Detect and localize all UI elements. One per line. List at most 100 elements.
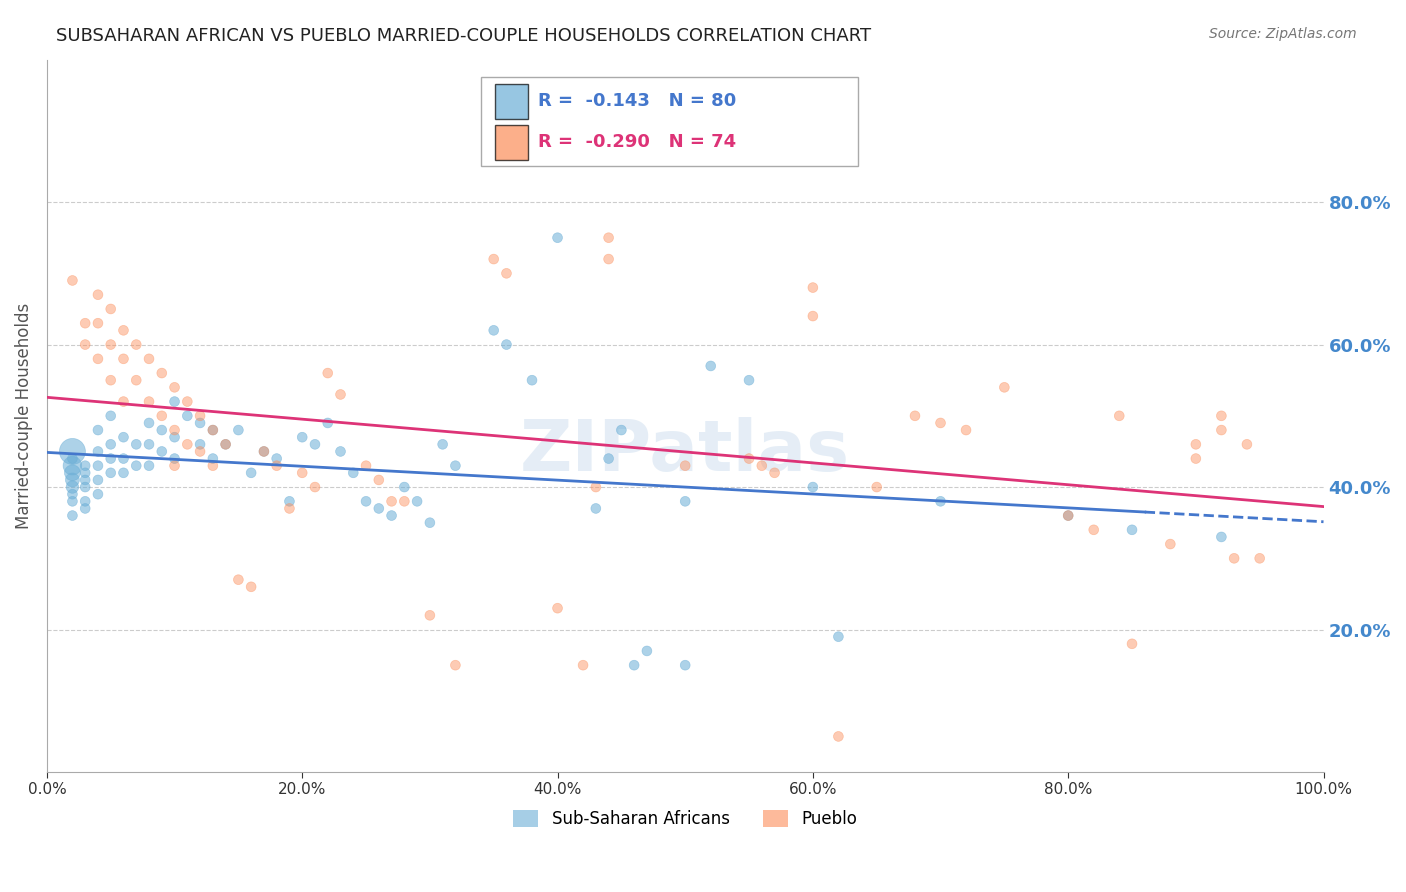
Point [316,366,339,380]
Point [394,494,416,508]
Point [87,316,110,330]
Point [188,409,211,423]
Point [1211,423,1233,437]
Point [1108,409,1130,423]
Point [636,644,658,658]
Point [610,423,633,437]
Point [100,466,122,480]
Point [304,437,326,451]
Point [1083,523,1105,537]
Point [1159,537,1181,551]
Point [673,458,696,473]
Point [585,480,607,494]
Point [738,451,761,466]
Point [163,458,186,473]
Point [75,466,97,480]
Point [929,494,952,508]
Point [572,658,595,673]
Point [955,423,977,437]
Point [240,466,263,480]
Point [201,458,224,473]
Point [304,480,326,494]
Point [1185,437,1208,451]
Point [62,458,84,473]
Point [150,444,173,458]
Point [138,394,160,409]
Point [163,394,186,409]
Point [163,423,186,437]
Point [598,230,620,244]
Point [278,494,301,508]
Point [62,473,84,487]
Point [432,437,454,451]
Legend: Sub-Saharan Africans, Pueblo: Sub-Saharan Africans, Pueblo [506,804,863,835]
Point [176,394,198,409]
Point [62,466,84,480]
Point [62,494,84,508]
Point [138,351,160,366]
Point [87,473,110,487]
Point [228,423,250,437]
Point [100,301,122,316]
Point [827,730,849,744]
Point [62,451,84,466]
Point [112,394,135,409]
Point [700,359,723,373]
Point [291,430,314,444]
Point [751,458,773,473]
Point [598,252,620,266]
Point [929,416,952,430]
Point [150,423,173,437]
Point [112,466,135,480]
Point [394,480,416,494]
Point [354,458,377,473]
Point [214,437,236,451]
Point [201,423,224,437]
Point [1185,451,1208,466]
Point [367,473,389,487]
Point [228,573,250,587]
Point [62,444,84,458]
FancyBboxPatch shape [495,125,529,160]
Point [827,630,849,644]
Point [75,458,97,473]
Point [1211,530,1233,544]
Point [993,380,1015,394]
Point [62,273,84,287]
Point [176,437,198,451]
Text: ZIPatlas: ZIPatlas [520,417,851,486]
Point [112,351,135,366]
Text: SUBSAHARAN AFRICAN VS PUEBLO MARRIED-COUPLE HOUSEHOLDS CORRELATION CHART: SUBSAHARAN AFRICAN VS PUEBLO MARRIED-COU… [56,27,872,45]
Point [138,458,160,473]
Point [125,373,148,387]
Point [520,373,543,387]
Point [266,451,288,466]
Point [801,280,824,294]
Point [1057,508,1080,523]
Point [188,416,211,430]
Point [1057,508,1080,523]
Point [342,466,364,480]
Point [738,373,761,387]
Point [673,494,696,508]
Point [495,337,517,351]
Point [176,409,198,423]
Point [188,437,211,451]
Point [138,437,160,451]
Point [87,351,110,366]
Point [253,444,276,458]
Point [150,409,173,423]
Point [75,337,97,351]
Point [266,458,288,473]
Point [75,501,97,516]
Point [100,437,122,451]
Point [623,658,645,673]
Point [367,501,389,516]
Point [75,494,97,508]
Point [100,337,122,351]
Point [87,423,110,437]
Point [801,480,824,494]
Point [125,337,148,351]
Point [291,466,314,480]
Point [112,323,135,337]
